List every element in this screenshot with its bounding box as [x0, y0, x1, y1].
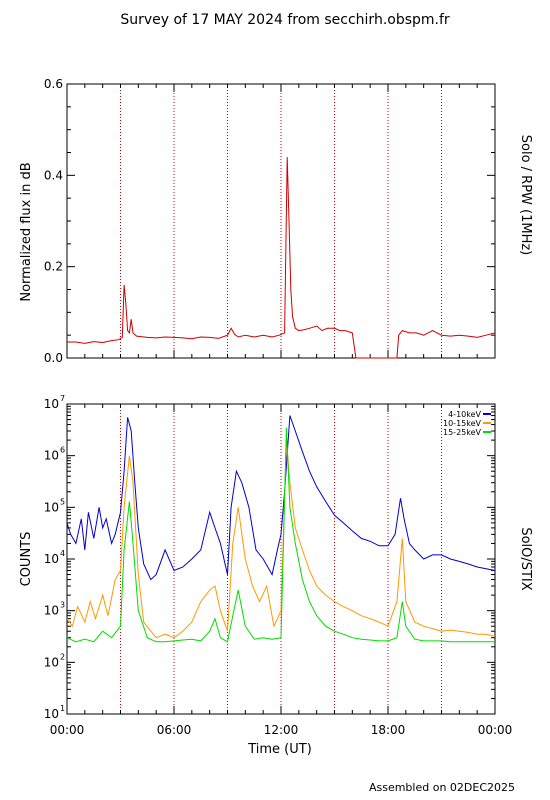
x-tick-label: 18:00: [371, 723, 406, 737]
x-axis-label: Time (UT): [247, 742, 312, 757]
x-tick-label: 00:00: [478, 723, 513, 737]
y-tick-exponent: 6: [60, 446, 65, 455]
y-tick-label: 10: [44, 707, 59, 721]
assembled-footer: Assembled on 02DEC2025: [369, 781, 515, 794]
y-tick-label: 10: [44, 449, 59, 463]
rpw-y-axis-label: Normalized flux in dB: [19, 162, 34, 301]
x-tick-label: 00:00: [50, 723, 85, 737]
y-tick-exponent: 3: [60, 601, 65, 610]
x-tick-label: 06:00: [157, 723, 192, 737]
rpw-instrument-label: Solo / RPW (1MHz): [518, 135, 533, 256]
y-tick-exponent: 7: [60, 394, 65, 403]
y-tick-label: 10: [44, 500, 59, 514]
y-tick-exponent: 5: [60, 497, 65, 506]
stix-instrument-label: SolO/STIX: [518, 527, 533, 590]
rpw-flux-panel: 0.0 0.2 0.4 0.6: [44, 77, 496, 365]
stix-plot-frame: [66, 403, 496, 715]
x-tick-label: 12:00: [264, 723, 299, 737]
stix-10-15kev-line: [66, 440, 496, 639]
y-tick-label: 10: [44, 397, 59, 411]
y-tick-label: 10: [44, 655, 59, 669]
y-tick-label: 10: [44, 552, 59, 566]
stix-y-axis-label: COUNTS: [19, 532, 34, 587]
rpw-flux-line: [67, 157, 496, 359]
stix-15-25kev-line: [66, 427, 495, 643]
y-tick-label: 10: [44, 604, 59, 618]
y-tick-exponent: 4: [60, 549, 65, 558]
rpw-plot-frame: [66, 83, 496, 359]
page-title: Survey of 17 MAY 2024 from secchirh.obsp…: [120, 12, 450, 28]
y-tick-exponent: 1: [60, 704, 65, 713]
y-tick-label: 0.4: [44, 168, 63, 182]
legend-label: 4-10keV: [448, 410, 481, 419]
legend-label: 15-25keV: [443, 428, 482, 437]
y-tick-label: 0.0: [44, 351, 63, 365]
y-tick-label: 0.2: [44, 260, 63, 274]
legend-label: 10-15keV: [443, 419, 482, 428]
stix-4-10kev-line: [66, 415, 496, 581]
y-tick-label: 0.6: [44, 77, 63, 91]
y-tick-exponent: 2: [60, 652, 65, 661]
